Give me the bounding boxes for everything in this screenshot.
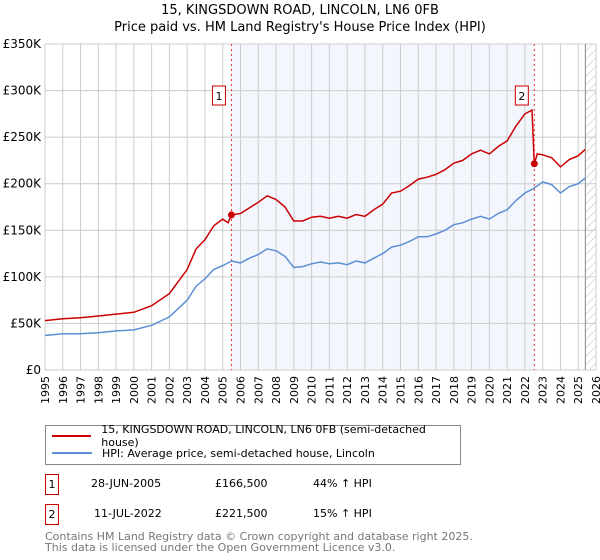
transaction-number: 2 bbox=[45, 504, 59, 525]
series-line bbox=[44, 108, 586, 322]
x-tick-label: 2000 bbox=[128, 376, 141, 404]
future-hatch bbox=[585, 44, 596, 370]
transaction-price: £221,500 bbox=[215, 507, 268, 520]
x-tick-label: 2020 bbox=[483, 376, 496, 404]
x-tick-label: 2014 bbox=[377, 376, 390, 404]
series-line bbox=[44, 177, 586, 337]
y-tick-label: £100K bbox=[3, 270, 43, 284]
x-tick-label: 2003 bbox=[181, 376, 194, 404]
x-tick-label: 2010 bbox=[306, 376, 319, 404]
y-tick-label: £0 bbox=[26, 363, 41, 377]
footer-licence: This data is licensed under the Open Gov… bbox=[45, 541, 396, 554]
price-chart: 1995 1996 1997 1998 1999 2000 2001 2002 2003 2004… bbox=[3, 37, 600, 404]
x-tick-label: 1999 bbox=[110, 376, 123, 404]
x-tick-label: 2007 bbox=[252, 376, 265, 404]
x-tick-label: 2024 bbox=[554, 376, 567, 404]
transaction-date: 11-JUL-2022 bbox=[94, 507, 162, 520]
x-tick-label: 2026 bbox=[590, 376, 600, 404]
x-tick-label: 2013 bbox=[359, 376, 372, 404]
x-tick-label: 2019 bbox=[466, 376, 479, 404]
sale-point bbox=[530, 160, 538, 168]
x-tick-label: 2017 bbox=[430, 376, 443, 404]
x-tick-label: 2012 bbox=[341, 376, 354, 404]
legend-label: 15, KINGSDOWN ROAD, LINCOLN, LN6 0FB (se… bbox=[101, 423, 426, 449]
transaction-price: £166,500 bbox=[215, 477, 268, 490]
x-tick-label: 1996 bbox=[57, 376, 70, 404]
chart-title: 15, KINGSDOWN ROAD, LINCOLN, LN6 0FB bbox=[161, 3, 439, 18]
y-tick-label: £250K bbox=[3, 130, 43, 144]
legend: 15, KINGSDOWN ROAD, LINCOLN, LN6 0FB (se… bbox=[45, 423, 461, 465]
y-tick-label: £200K bbox=[3, 177, 43, 191]
x-tick-label: 2025 bbox=[572, 376, 585, 404]
chart-subtitle: Price paid vs. HM Land Registry's House … bbox=[114, 20, 486, 35]
legend-label: HPI: Average price, semi-detached house,… bbox=[102, 446, 375, 460]
x-tick-label: 2002 bbox=[163, 376, 176, 404]
y-tick-label: £150K bbox=[3, 223, 43, 237]
x-tick-label: 2008 bbox=[270, 376, 283, 404]
x-tick-label: 2023 bbox=[537, 376, 550, 404]
footer-copyright: Contains HM Land Registry data © Crown c… bbox=[45, 530, 473, 543]
x-tick-label: 2001 bbox=[146, 376, 159, 404]
y-tick-label: £300K bbox=[3, 84, 43, 98]
sale-point bbox=[227, 211, 235, 219]
annotation-box bbox=[514, 85, 529, 106]
annotation-label: 2 bbox=[518, 90, 525, 103]
legend-swatch-red bbox=[52, 435, 92, 437]
x-tick-label: 2006 bbox=[235, 376, 248, 404]
legend-swatch-blue bbox=[52, 452, 92, 454]
x-tick-label: 1998 bbox=[92, 376, 105, 404]
annotation-box bbox=[211, 85, 226, 106]
y-tick-label: £50K bbox=[10, 316, 42, 330]
x-tick-label: 2022 bbox=[519, 376, 532, 404]
x-tick-label: 2018 bbox=[448, 376, 461, 404]
x-tick-label: 2021 bbox=[501, 376, 514, 404]
transaction-hpi: 44% ↑ HPI bbox=[313, 477, 372, 490]
legend-item-property: 15, KINGSDOWN ROAD, LINCOLN, LN6 0FB (se… bbox=[52, 423, 460, 449]
transaction-number: 1 bbox=[45, 474, 59, 495]
transaction-hpi: 15% ↑ HPI bbox=[313, 507, 372, 520]
legend-item-hpi: HPI: Average price, semi-detached house,… bbox=[52, 445, 375, 461]
transaction-row: 2 11-JUL-2022 £221,500 15% ↑ HPI bbox=[45, 504, 445, 525]
x-tick-label: 2011 bbox=[323, 376, 336, 404]
x-tick-label: 2015 bbox=[394, 376, 407, 404]
annotation-label: 1 bbox=[215, 90, 222, 103]
x-tick-label: 1997 bbox=[75, 376, 88, 404]
y-tick-label: £350K bbox=[3, 37, 43, 51]
x-tick-label: 2005 bbox=[217, 376, 230, 404]
x-tick-label: 2016 bbox=[412, 376, 425, 404]
x-tick-label: 2009 bbox=[288, 376, 301, 404]
transaction-date: 28-JUN-2005 bbox=[91, 477, 162, 490]
x-tick-label: 2004 bbox=[199, 376, 212, 404]
transaction-row: 1 28-JUN-2005 £166,500 44% ↑ HPI bbox=[45, 474, 445, 495]
x-tick-label: 1995 bbox=[39, 376, 52, 404]
